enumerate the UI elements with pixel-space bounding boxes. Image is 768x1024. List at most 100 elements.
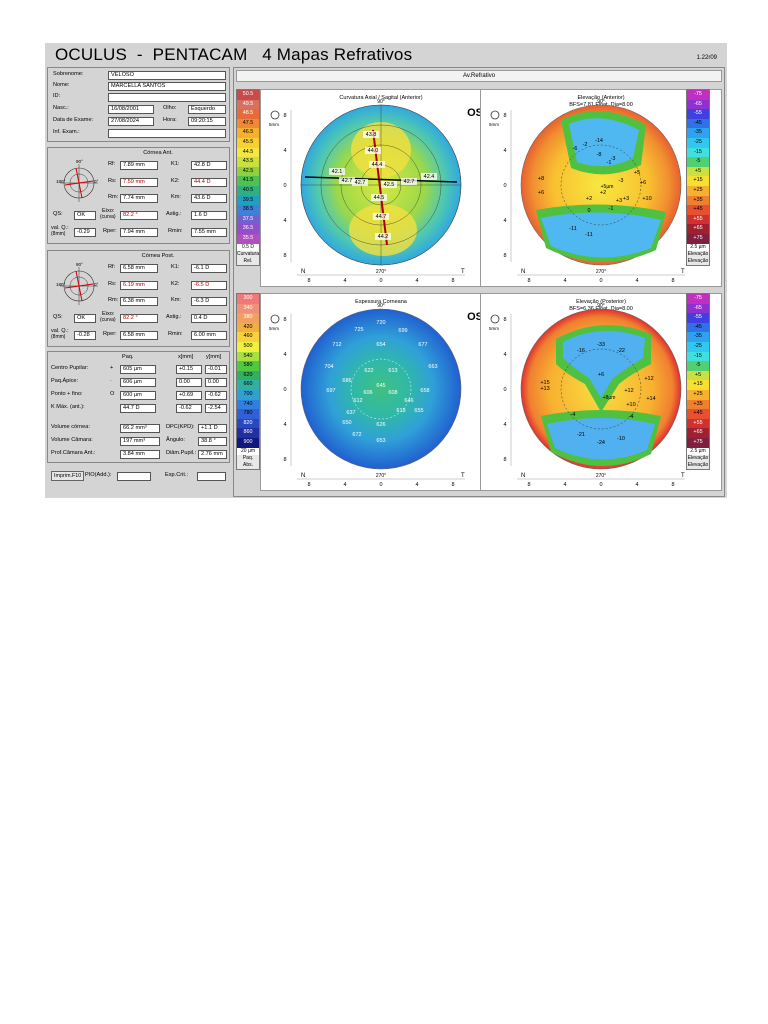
pachy-row-symbol: · [110,378,112,384]
name-field[interactable]: MARCELLA SANTOS [108,82,226,91]
scale-step: +15 [687,380,709,390]
elev-ant-value: -2 [583,142,588,148]
elev-post-value: +15 [540,380,549,386]
deg-270: 270° [376,473,386,479]
scale-step: 820 [237,418,259,429]
post-q-label: val. Q.: [51,328,69,334]
info-label: Inf. Exam.: [53,129,80,135]
post-km: -6.3 D [191,297,227,306]
ant-rs: 7.59 mm [120,178,158,187]
scale-mm-label: 5mm [489,122,499,127]
pachy-value: 653 [376,438,385,444]
id-field[interactable] [108,93,226,102]
elev-ant-value: -3 [611,156,616,162]
axis-tick: 4 [343,278,346,284]
surname-field[interactable]: VELOSO [108,71,226,80]
scale-unit: 20 µm [237,447,259,455]
elev-post-value: -22 [617,348,625,354]
pachy-row-paq: 605 µm [120,365,156,374]
axial-value: 42.7 [404,179,415,185]
elev-ant-value: -11 [585,232,593,238]
time-field[interactable]: 09:20:15 [188,117,226,126]
elev-ant-map-panel[interactable]: Elevação (Anterior)BFS=7.81 Float, Dia=8… [480,89,722,287]
pachy-value: 613 [388,368,397,374]
eye-field[interactable]: Esquerdo [188,105,226,114]
axis-tick: 0 [503,387,506,393]
maps-area: Av.Refrativo 50.5 49.5 48.5 47.5 46.5 45.5 44.… [233,67,725,497]
scale-type: Curvatura [237,250,259,258]
value-bg [329,168,345,175]
eye-label: OS [467,311,483,323]
elev-post-value: +6 [598,372,604,378]
scale-step: 44.5 [237,147,259,158]
cornea-post-panel: Córnea Post. 90° 180° 0° Rf: 6.58 mm K1: -… [47,250,230,347]
axis-tick: 8 [283,457,286,463]
elev-ant-value: +10 [642,196,651,202]
col-x: x[mm] [178,354,194,360]
dob-field[interactable]: 16/08/2001 [108,105,154,114]
pupil-label: Diâm.Pupil.: [166,450,197,456]
axis-tick: 4 [415,278,418,284]
elev-ant-value: +6 [640,180,646,186]
product: PENTACAM [152,45,248,64]
elev-post-map-panel[interactable]: Elevação (Posterior)BFS=6.36 Float, Dia=… [480,293,722,491]
pachy-row-x: +0.15 [176,365,202,374]
print-button[interactable]: Imprim.F10 [51,471,85,481]
cornea-ant-title: Córnea Ant. [143,150,173,156]
map-title: Espessura Corneana [355,299,408,305]
pachy-row-y: -2.54 [205,404,227,413]
report-name: 4 Mapas Refrativos [262,45,413,64]
scale-step: 39.5 [237,195,259,206]
post-axis-label: Eixo: [102,311,115,317]
crit-field[interactable] [197,472,226,481]
pachy-row-label: Centro Pupilar: [51,365,89,371]
scale-type: Elevação [687,250,709,258]
crit-label: Esp.Crit.: [165,472,189,478]
cornea-post-astig-diagram: 90° 180° 0° [56,262,99,305]
axis-tick: 4 [563,482,566,488]
scale-unit: 0.5 D [237,243,259,251]
pachy-value: 618 [396,408,405,414]
brand: OCULUS [55,45,128,64]
elev-post-value: +10 [626,402,635,408]
pachy-value: 712 [332,342,341,348]
corneal-vol-label: Volume córnea: [51,424,90,430]
axial-value: 44.2 [378,234,389,240]
axis-tick: 4 [415,482,418,488]
cornea-ant-panel: Córnea Ant. 90° 180° 0° Rf: 7.89 mm K1: 42… [47,147,230,244]
post-k1-label: K1: [171,264,180,270]
report-title: OCULUS - PENTACAM 4 Mapas Refrativos [55,43,412,66]
axial-map-panel[interactable]: Curvatura Axial / Sagital (Anterior) OS 5m… [260,89,502,287]
scale-step: +15 [687,176,709,186]
ant-axis-sub: (curva) [100,214,116,220]
scale-step: +5 [687,370,709,381]
chamber-depth: 3.84 mm [120,450,160,459]
axial-color-scale: 50.5 49.5 48.5 47.5 46.5 45.5 44.5 43.5 42.5 41.5… [236,89,260,266]
scale-unit: 2.5 µm [687,243,709,251]
angle-label: Ângulo: [166,437,185,443]
ant-astig-label: Astig.: [166,211,182,217]
iop-field[interactable] [117,472,151,481]
deg-90: 90° [377,303,385,309]
temporal-label: T [681,473,685,479]
scale-step: -15 [687,351,709,362]
info-field[interactable] [108,129,226,138]
pachy-value: 704 [324,364,333,370]
pachy-row-label: Ponto + fino: [51,391,83,397]
pachy-value: 622 [364,368,373,374]
elev-post-pointer: +8µm [603,395,616,401]
scale-step: -45 [687,118,709,129]
axial-value: 44.7 [376,214,387,220]
scale-mode: Elevação [687,461,709,469]
pachy-map-panel[interactable]: Espessura Corneana OS 5mm 8 4 0 4 8 N T 270° 90° 8 4 0… [260,293,502,491]
axial-value: 42.7 [342,178,353,184]
scale-mode: Abs. [237,461,259,469]
post-km-label: Km: [171,297,181,303]
scale-mm-label: 5mm [269,326,279,331]
exam-date-field[interactable]: 27/08/2024 [108,117,154,126]
map-title: Elevação (Posterior) [576,299,626,305]
post-rf: 6.58 mm [120,264,158,273]
scale-step: 900 [237,437,259,448]
post-astig: 0.4 D [191,314,227,323]
pachy-row-y: 0.00 [205,378,227,387]
